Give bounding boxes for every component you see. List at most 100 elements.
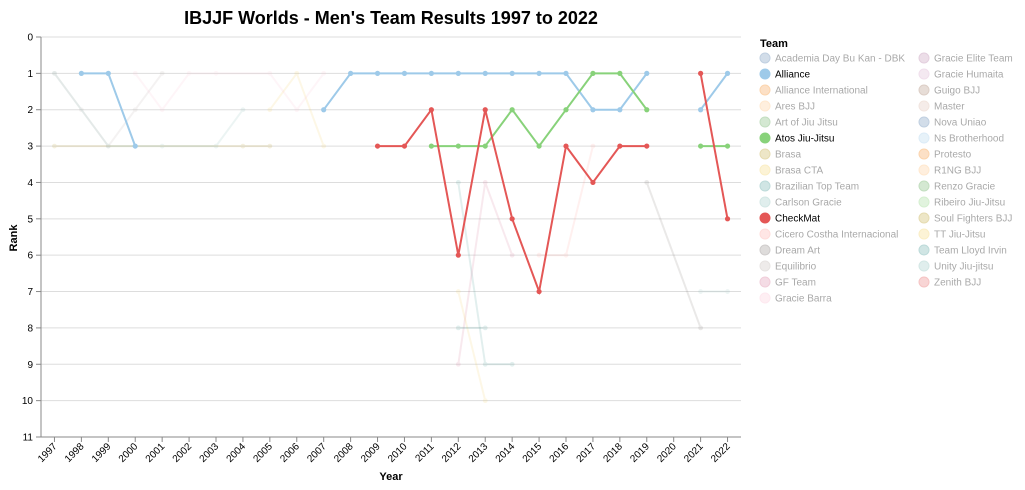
data-point[interactable]	[132, 143, 138, 149]
data-point[interactable]	[78, 107, 84, 113]
data-point[interactable]	[374, 70, 381, 76]
data-point[interactable]	[401, 70, 408, 76]
data-point[interactable]	[644, 180, 650, 185]
data-point[interactable]	[482, 180, 488, 185]
data-point[interactable]	[455, 143, 461, 149]
data-point[interactable]	[294, 107, 300, 113]
legend-item-unity-jiu-jitsu[interactable]: Unity Jiu-jitsu	[918, 260, 993, 273]
data-point[interactable]	[536, 143, 542, 149]
legend-item-checkmat[interactable]: CheckMat	[759, 212, 820, 225]
legend-item-guigo-bjj[interactable]: Guigo BJJ	[918, 84, 980, 97]
legend-item-alliance[interactable]: Alliance	[759, 68, 810, 81]
data-point[interactable]	[321, 70, 327, 76]
data-point[interactable]	[401, 143, 408, 149]
data-point[interactable]	[563, 70, 569, 76]
data-point[interactable]	[186, 70, 192, 76]
legend-item-gracie-humaita[interactable]: Gracie Humaita	[918, 68, 1004, 81]
legend-item-brasa-cta[interactable]: Brasa CTA	[759, 164, 823, 177]
data-point[interactable]	[509, 252, 515, 258]
data-point[interactable]	[536, 252, 542, 258]
legend-item-atos-jiu-jitsu[interactable]: Atos Jiu-Jitsu	[759, 132, 834, 145]
data-point[interactable]	[509, 216, 515, 222]
data-point[interactable]	[644, 143, 650, 149]
legend-item-gracie-barra[interactable]: Gracie Barra	[759, 292, 832, 305]
legend-item-ns-brotherhood[interactable]: Ns Brotherhood	[918, 132, 1004, 145]
data-point[interactable]	[590, 179, 596, 186]
data-point[interactable]	[724, 70, 731, 76]
data-point[interactable]	[617, 70, 623, 76]
data-point[interactable]	[698, 70, 704, 76]
data-point[interactable]	[428, 70, 434, 76]
data-point[interactable]	[725, 289, 730, 294]
data-point[interactable]	[159, 143, 165, 149]
data-point[interactable]	[509, 361, 515, 367]
data-point[interactable]	[455, 252, 461, 258]
data-point[interactable]	[617, 143, 623, 149]
data-point[interactable]	[698, 143, 704, 149]
data-point[interactable]	[482, 361, 488, 367]
legend-item-carlson-gracie[interactable]: Carlson Gracie	[759, 196, 842, 209]
data-point[interactable]	[428, 143, 434, 149]
data-point[interactable]	[698, 107, 704, 113]
legend-item-soul-fighters-bjj[interactable]: Soul Fighters BJJ	[918, 212, 1012, 225]
data-point[interactable]	[294, 70, 300, 76]
legend-item-protesto[interactable]: Protesto	[918, 148, 972, 161]
legend-item-renzo-gracie[interactable]: Renzo Gracie	[918, 180, 996, 193]
legend-item-r1ng-bjj[interactable]: R1NG BJJ	[918, 164, 981, 177]
legend-item-cicero-costha-internacional[interactable]: Cicero Costha Internacional	[759, 228, 898, 241]
data-point[interactable]	[240, 107, 246, 113]
data-point[interactable]	[563, 143, 569, 149]
legend-item-zenith-bjj[interactable]: Zenith BJJ	[918, 276, 981, 289]
data-point[interactable]	[321, 143, 327, 149]
data-point[interactable]	[644, 70, 650, 76]
data-point[interactable]	[267, 70, 273, 76]
data-point[interactable]	[482, 70, 488, 76]
data-point[interactable]	[644, 107, 650, 113]
legend-item-ribeiro-jiu-jitsu[interactable]: Ribeiro Jiu-Jitsu	[918, 196, 1005, 209]
legend-item-academia-day-bu-kan-dbk[interactable]: Academia Day Bu Kan - DBK	[759, 52, 905, 65]
legend-item-brazilian-top-team[interactable]: Brazilian Top Team	[759, 180, 859, 193]
legend-item-art-of-jiu-jitsu[interactable]: Art of Jiu Jitsu	[759, 116, 838, 129]
data-point[interactable]	[724, 216, 731, 222]
data-point[interactable]	[105, 70, 111, 76]
data-point[interactable]	[563, 252, 569, 258]
data-point[interactable]	[724, 143, 731, 149]
data-point[interactable]	[159, 107, 165, 113]
data-point[interactable]	[482, 398, 488, 404]
data-point[interactable]	[455, 361, 461, 367]
legend-item-tt-jiu-jitsu[interactable]: TT Jiu-Jitsu	[918, 228, 986, 241]
data-point[interactable]	[52, 70, 57, 76]
legend-item-nova-uniao[interactable]: Nova Uniao	[918, 116, 987, 129]
data-point[interactable]	[240, 143, 246, 149]
legend-item-team-lloyd-irvin[interactable]: Team Lloyd Irvin	[918, 244, 1007, 257]
data-point[interactable]	[590, 107, 596, 113]
legend-item-master[interactable]: Master	[918, 100, 965, 113]
data-point[interactable]	[132, 70, 138, 76]
legend-item-alliance-international[interactable]: Alliance International	[759, 84, 868, 97]
data-point[interactable]	[590, 70, 596, 76]
data-point[interactable]	[455, 289, 461, 294]
legend-item-brasa[interactable]: Brasa	[759, 148, 802, 161]
data-point[interactable]	[536, 288, 542, 295]
data-point[interactable]	[482, 325, 488, 331]
data-point[interactable]	[105, 143, 111, 149]
data-point[interactable]	[132, 107, 138, 113]
data-point[interactable]	[455, 325, 461, 331]
data-point[interactable]	[617, 107, 623, 113]
legend-item-dream-art[interactable]: Dream Art	[759, 244, 820, 257]
data-point[interactable]	[105, 143, 111, 149]
data-point[interactable]	[428, 107, 434, 113]
data-point[interactable]	[159, 70, 165, 76]
data-point[interactable]	[52, 70, 57, 76]
data-point[interactable]	[374, 143, 381, 149]
legend-item-ares-bjj[interactable]: Ares BJJ	[759, 100, 815, 113]
data-point[interactable]	[455, 180, 461, 185]
data-point[interactable]	[482, 107, 488, 113]
data-point[interactable]	[348, 70, 354, 76]
data-point[interactable]	[482, 143, 488, 149]
data-point[interactable]	[455, 70, 461, 76]
data-point[interactable]	[509, 70, 515, 76]
data-point[interactable]	[536, 70, 542, 76]
data-point[interactable]	[321, 107, 327, 113]
data-point[interactable]	[563, 107, 569, 113]
